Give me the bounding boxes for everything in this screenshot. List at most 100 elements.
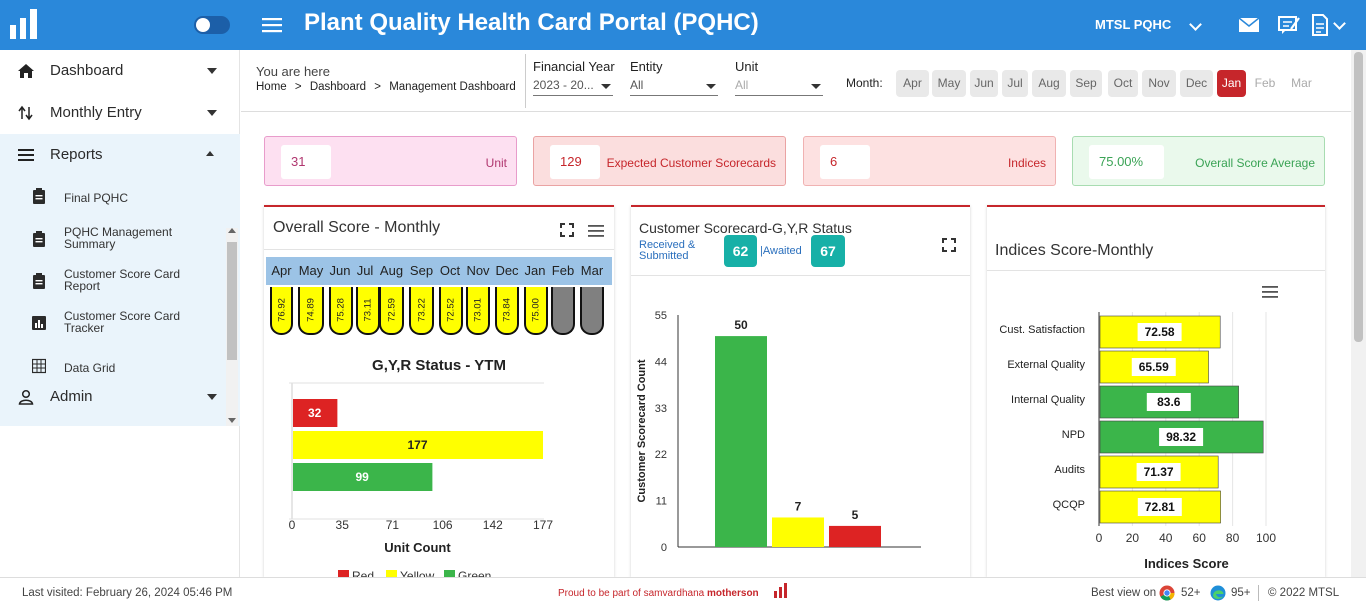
month-button-nov[interactable]: Nov <box>1142 70 1176 97</box>
bar-red <box>293 399 338 427</box>
x-tick-label: 0 <box>1096 531 1103 545</box>
month-header-jun: Jun <box>329 263 351 278</box>
month-header-dec: Dec <box>495 263 519 278</box>
submenu-scrollbar[interactable] <box>226 228 238 426</box>
received-label-line1: Received & <box>639 239 696 251</box>
month-button-jan[interactable]: Jan <box>1217 70 1246 97</box>
page-scrollbar[interactable] <box>1351 50 1366 577</box>
month-button-apr[interactable]: Apr <box>896 70 929 97</box>
sidebar-item-label: Reports <box>50 146 103 163</box>
bar-label-background <box>1146 393 1191 411</box>
x-axis-title: Indices Score <box>1144 556 1229 571</box>
user-chevron-down-icon[interactable] <box>1189 18 1202 31</box>
month-button-oct[interactable]: Oct <box>1108 70 1138 97</box>
month-button-jul[interactable]: Jul <box>1002 70 1028 97</box>
customer-scorecard-card: Customer Scorecard-G,Y,R Status Received… <box>631 205 970 577</box>
month-button-sep[interactable]: Sep <box>1070 70 1102 97</box>
month-header-oct: Oct <box>439 263 461 278</box>
breadcrumb-dashboard[interactable]: Dashboard <box>309 81 367 93</box>
report-item-label-line2: Summary <box>64 237 116 251</box>
unit-value: All <box>735 78 749 92</box>
unit-label: Unit <box>735 59 759 74</box>
edge-icon <box>1210 585 1226 601</box>
x-tick-label: 71 <box>386 518 400 532</box>
score-value: 75.28 <box>335 298 347 322</box>
report-item-label: Data Grid <box>64 361 116 375</box>
awaited-label: |Awaited <box>760 245 802 257</box>
bar-data-label: 99 <box>356 470 370 484</box>
financial-year-select[interactable]: 2023 - 20... <box>533 78 613 96</box>
bar-yellow <box>772 517 824 547</box>
category-label: QCQP <box>1053 499 1085 511</box>
chrome-version: 52+ <box>1181 587 1201 599</box>
sidebar-item-monthly-entry[interactable]: Monthly Entry <box>0 92 240 134</box>
x-tick-label: 80 <box>1226 531 1240 545</box>
kpi-value: 6 <box>820 145 870 179</box>
x-axis-title: Unit Count <box>384 540 451 555</box>
sidebar-item-reports[interactable]: Reports <box>0 134 240 176</box>
score-capsule: 75.00 <box>524 287 548 335</box>
clipboard-icon <box>33 273 45 289</box>
sidebar-toggle-switch[interactable] <box>194 16 230 34</box>
document-chevron-down-icon[interactable] <box>1333 17 1346 30</box>
category-label: Cust. Satisfaction <box>999 324 1085 336</box>
kpi-label: Overall Score Average <box>1195 156 1315 170</box>
report-item-customer-score-card-report[interactable]: Customer Score Card Report <box>0 268 226 296</box>
message-edit-icon[interactable] <box>1278 15 1300 35</box>
logo-area <box>0 0 240 50</box>
score-value: 72.52 <box>445 298 457 322</box>
fullscreen-icon[interactable] <box>560 223 574 237</box>
report-item-label: Customer Score Card <box>64 309 181 323</box>
breadcrumb-management-dashboard: Management Dashboard <box>389 81 516 93</box>
divider <box>264 249 614 250</box>
sidebar-item-admin[interactable]: Admin <box>0 376 240 418</box>
month-button-may[interactable]: May <box>932 70 966 97</box>
sidebar-item-dashboard[interactable]: Dashboard <box>0 50 240 92</box>
report-item-label-line2: Report <box>64 279 101 293</box>
bar-data-label: 72.81 <box>1145 500 1175 514</box>
x-tick-label: 106 <box>433 518 453 532</box>
x-tick-label: 142 <box>483 518 503 532</box>
clipboard-icon <box>33 188 45 204</box>
user-name[interactable]: MTSL PQHC <box>1095 17 1172 32</box>
bar-red <box>829 525 881 547</box>
month-button-mar: Mar <box>1291 76 1312 90</box>
document-icon[interactable] <box>1311 14 1329 36</box>
month-button-aug[interactable]: Aug <box>1032 70 1066 97</box>
fullscreen-icon[interactable] <box>942 238 956 252</box>
month-header-mar: Mar <box>580 263 604 278</box>
score-capsule: 75.28 <box>329 287 353 335</box>
dropdown-caret-icon <box>811 84 821 89</box>
report-item-customer-score-card-tracker[interactable]: Customer Score Card Tracker <box>0 310 226 338</box>
chrome-icon <box>1159 585 1175 601</box>
mail-icon[interactable] <box>1238 17 1260 33</box>
footer: Last visited: February 26, 2024 05:46 PM… <box>0 577 1366 607</box>
bar-data-label: 32 <box>308 406 322 420</box>
last-visited-text: Last visited: February 26, 2024 05:46 PM <box>22 587 233 599</box>
report-item-pqhc-management-summary[interactable]: PQHC Management Summary <box>0 226 226 254</box>
caret-down-icon <box>207 110 217 116</box>
breadcrumb-separator-icon: > <box>374 81 381 93</box>
kpi-label: Expected Customer Scorecards <box>606 156 776 170</box>
report-item-data-grid[interactable]: Data Grid <box>0 356 226 378</box>
month-header-may: May <box>298 263 324 278</box>
chart-menu-icon[interactable] <box>1262 286 1278 298</box>
score-capsule <box>580 287 604 335</box>
unit-select[interactable]: All <box>735 78 823 96</box>
entity-select[interactable]: All <box>630 78 718 96</box>
month-button-jun[interactable]: Jun <box>970 70 998 97</box>
overall-score-title: Overall Score - Monthly <box>273 219 441 236</box>
sidebar: Dashboard Monthly Entry Reports Final PQ… <box>0 50 240 577</box>
dropdown-caret-icon <box>706 84 716 89</box>
legend-swatch <box>386 570 397 579</box>
hamburger-menu-icon[interactable] <box>262 18 282 33</box>
dropdown-caret-icon <box>601 84 611 89</box>
brand-name: motherson <box>706 588 759 599</box>
indices-title: Indices Score-Monthly <box>995 242 1154 259</box>
report-item-label: PQHC Management <box>64 225 173 239</box>
report-item-final-pqhc[interactable]: Final PQHC <box>0 186 226 208</box>
breadcrumb-home[interactable]: Home <box>256 81 287 93</box>
x-tick-label: 40 <box>1159 531 1173 545</box>
month-button-dec[interactable]: Dec <box>1180 70 1213 97</box>
chart-menu-icon[interactable] <box>588 225 604 237</box>
